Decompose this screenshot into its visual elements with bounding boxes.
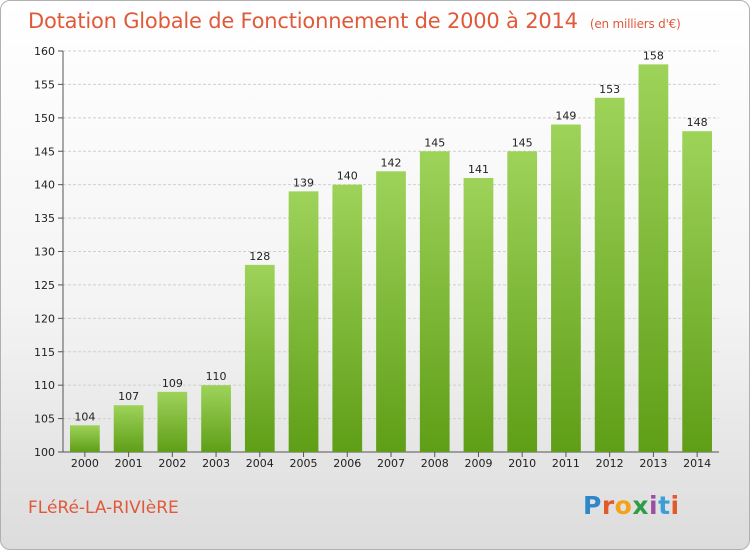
x-tick-label: 2004 xyxy=(246,457,274,470)
y-tick-label: 110 xyxy=(34,379,55,392)
y-tick-label: 125 xyxy=(34,279,55,292)
bar xyxy=(113,405,144,452)
y-tick-label: 135 xyxy=(34,212,55,225)
data-label: 110 xyxy=(206,370,227,383)
bar xyxy=(244,264,275,452)
data-label: 128 xyxy=(249,250,270,263)
y-tick-label: 150 xyxy=(34,112,55,125)
x-tick-label: 2009 xyxy=(464,457,492,470)
data-label: 149 xyxy=(555,110,576,123)
x-tick-label: 2010 xyxy=(508,457,536,470)
bar xyxy=(69,425,100,452)
y-tick-label: 160 xyxy=(34,45,55,58)
data-label: 153 xyxy=(599,83,620,96)
y-tick-label: 130 xyxy=(34,246,55,259)
chart-title-text: Dotation Globale de Fonctionnement de 20… xyxy=(28,9,578,33)
x-tick-label: 2006 xyxy=(333,457,361,470)
x-tick-label: 2001 xyxy=(115,457,143,470)
chart-title: Dotation Globale de Fonctionnement de 20… xyxy=(28,9,681,33)
bar xyxy=(594,97,625,453)
y-tick-label: 105 xyxy=(34,413,55,426)
data-label: 141 xyxy=(468,163,489,176)
data-label: 107 xyxy=(118,390,139,403)
bar xyxy=(201,385,231,452)
x-tick-label: 2003 xyxy=(202,457,230,470)
proxiti-logo[interactable]: Proxiti xyxy=(583,491,680,520)
bar xyxy=(682,131,713,452)
y-tick-label: 100 xyxy=(34,446,55,459)
data-label: 142 xyxy=(381,156,402,169)
y-tick-label: 155 xyxy=(34,78,55,91)
y-tick-label: 115 xyxy=(34,346,55,359)
bar xyxy=(507,151,538,452)
x-tick-label: 2011 xyxy=(552,457,580,470)
bar xyxy=(419,151,450,452)
y-tick-label: 145 xyxy=(34,145,55,158)
x-tick-label: 2002 xyxy=(158,457,186,470)
data-label: 109 xyxy=(162,377,183,390)
data-label: 148 xyxy=(687,116,708,129)
x-tick-label: 2013 xyxy=(639,457,667,470)
bar xyxy=(638,64,669,452)
data-label: 158 xyxy=(643,49,664,62)
commune-name: FLéRé-LA-RIVIèRE xyxy=(28,498,179,518)
x-tick-label: 2008 xyxy=(421,457,449,470)
data-label: 145 xyxy=(424,136,445,149)
labels: 100 105 110 115 120 125 130 135 140 145 150 155 160 2… xyxy=(34,45,711,470)
bar xyxy=(157,391,188,452)
bars xyxy=(69,64,713,453)
x-tick-label: 2007 xyxy=(377,457,405,470)
bar xyxy=(376,171,406,453)
x-tick-label: 2012 xyxy=(596,457,624,470)
bar xyxy=(551,124,581,453)
data-label: 104 xyxy=(74,410,95,423)
x-tick-label: 2005 xyxy=(290,457,318,470)
x-tick-label: 2014 xyxy=(683,457,711,470)
bar xyxy=(463,177,494,452)
bar xyxy=(332,184,363,452)
chart-subtitle: (en milliers d'€) xyxy=(589,17,681,31)
data-label: 145 xyxy=(512,136,533,149)
bar xyxy=(288,191,319,452)
data-label: 139 xyxy=(293,176,314,189)
y-tick-label: 120 xyxy=(34,312,55,325)
y-tick-label: 140 xyxy=(34,179,55,192)
data-label: 140 xyxy=(337,170,358,183)
x-tick-label: 2000 xyxy=(71,457,99,470)
